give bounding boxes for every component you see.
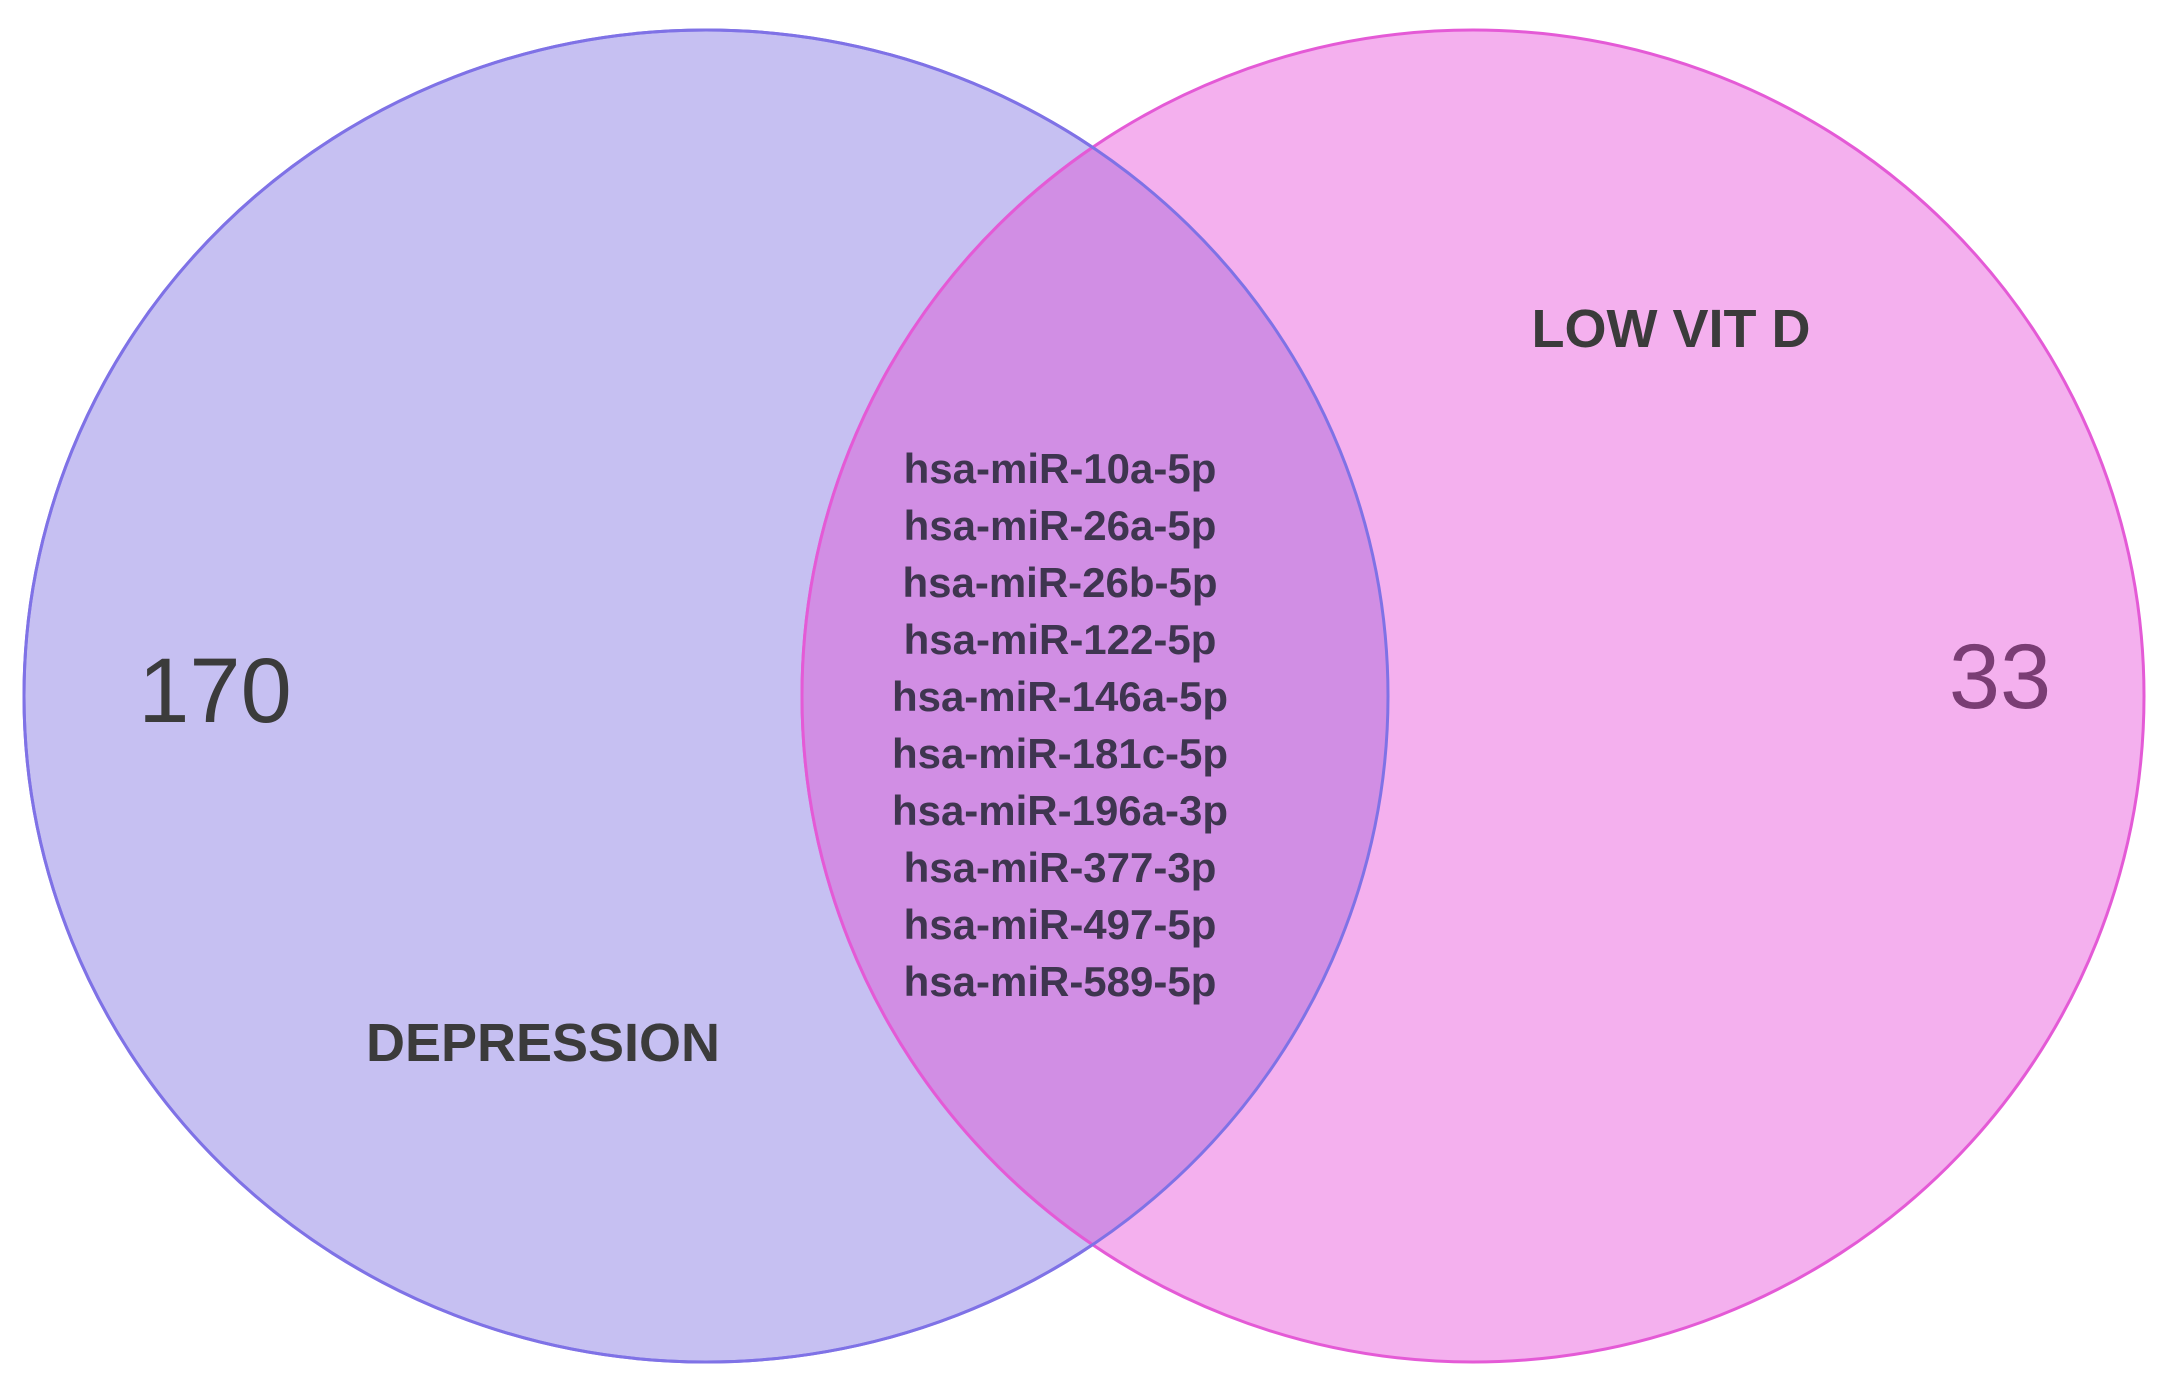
- mirna-item: hsa-miR-497-5p: [904, 901, 1217, 948]
- depression-count: 170: [138, 640, 292, 742]
- mirna-item: hsa-miR-122-5p: [904, 616, 1217, 663]
- mirna-item: hsa-miR-377-3p: [904, 844, 1217, 891]
- mirna-item: hsa-miR-146a-5p: [892, 673, 1228, 720]
- low-vit-d-count: 33: [1949, 626, 2051, 728]
- mirna-item: hsa-miR-10a-5p: [904, 445, 1217, 492]
- mirna-item: hsa-miR-196a-3p: [892, 787, 1228, 834]
- depression-circle-outline: [22, 28, 1390, 1364]
- overlap-region: [800, 30, 1388, 1362]
- depression-label: DEPRESSION: [366, 1013, 720, 1073]
- mirna-item: hsa-miR-26a-5p: [904, 502, 1217, 549]
- intersection-list: hsa-miR-10a-5p hsa-miR-26a-5p hsa-miR-26…: [892, 445, 1228, 1005]
- mirna-item: hsa-miR-26b-5p: [902, 559, 1217, 606]
- mirna-item: hsa-miR-589-5p: [904, 958, 1217, 1005]
- low-vit-d-label: LOW VIT D: [1532, 299, 1811, 359]
- mirna-item: hsa-miR-181c-5p: [892, 730, 1228, 777]
